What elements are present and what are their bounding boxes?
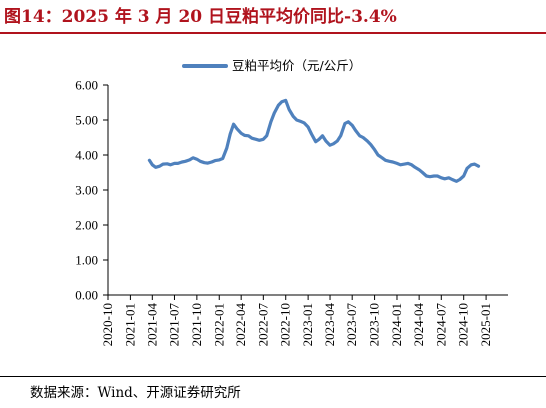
x-tick-label: 2023-10 — [367, 303, 382, 346]
source-rule — [0, 376, 546, 377]
x-tick-label: 2024-01 — [389, 303, 404, 346]
y-tick-label: 1.00 — [75, 253, 98, 268]
x-tick-label: 2023-04 — [322, 303, 337, 347]
x-tick-label: 2024-10 — [456, 303, 471, 346]
chart-title: 图14：2025 年 3 月 20 日豆粕平均价同比-3.4% — [4, 7, 397, 27]
x-tick-label: 2023-07 — [344, 303, 359, 347]
x-tick-label: 2020-10 — [100, 303, 115, 346]
x-tick-label: 2025-01 — [478, 303, 493, 346]
y-tick-label: 5.00 — [75, 113, 98, 128]
x-tick-label: 2022-01 — [211, 303, 226, 346]
y-tick-label: 0.00 — [75, 288, 98, 303]
legend: 豆粕平均价（元/公斤） — [182, 58, 361, 73]
x-tick-label: 2021-07 — [166, 303, 181, 347]
x-tick-label: 2023-01 — [300, 303, 315, 346]
series-line — [147, 98, 481, 183]
y-tick-label: 6.00 — [75, 78, 98, 93]
legend-label: 豆粕平均价（元/公斤） — [232, 58, 361, 73]
y-tick-label: 4.00 — [75, 148, 98, 163]
y-axis: 0.00 1.00 2.00 3.00 4.00 5.00 6.00 — [75, 78, 109, 303]
x-tick-label: 2024-04 — [411, 303, 426, 347]
title-rule — [0, 32, 546, 34]
x-tick-label: 2022-07 — [255, 303, 270, 347]
series-layer — [147, 98, 481, 183]
x-tick-label: 2021-04 — [144, 303, 159, 347]
y-tick-label: 3.00 — [75, 183, 98, 198]
y-tick-label: 2.00 — [75, 218, 98, 233]
x-tick-label: 2021-10 — [189, 303, 204, 346]
x-axis: 2020-10 2021-01 2021-04 2021-07 2021-10 2022-… — [100, 294, 508, 347]
line-chart: 豆粕平均价（元/公斤） 0.00 1.00 2.00 3.00 4.00 5.00 6.00… — [75, 58, 508, 347]
x-tick-label: 2024-07 — [433, 303, 448, 347]
x-tick-label: 2022-10 — [278, 303, 293, 346]
x-tick-label: 2022-04 — [233, 303, 248, 347]
x-tick-label: 2021-01 — [122, 303, 137, 346]
source-note: 数据来源：Wind、开源证券研究所 — [30, 385, 241, 401]
